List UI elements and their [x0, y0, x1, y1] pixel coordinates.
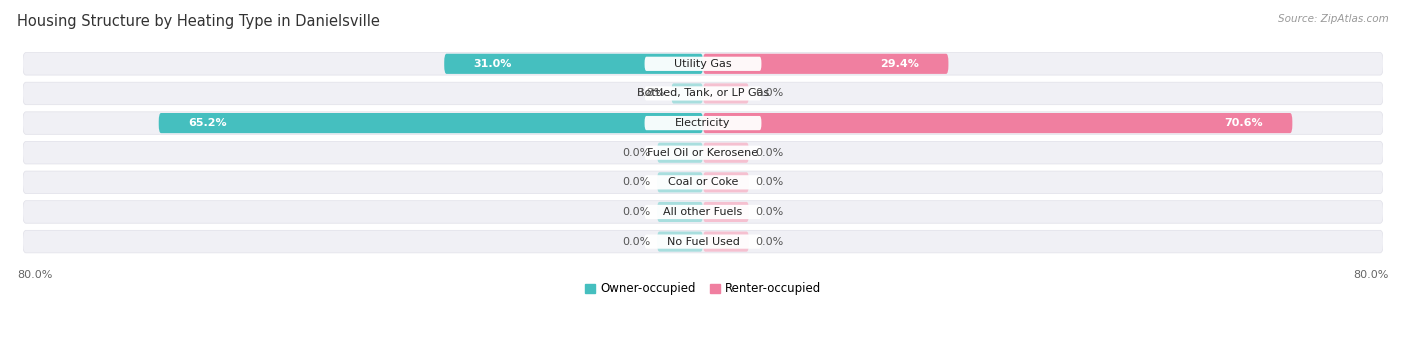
- FancyBboxPatch shape: [22, 141, 1384, 164]
- Text: 70.6%: 70.6%: [1225, 118, 1263, 128]
- Text: 0.0%: 0.0%: [623, 207, 651, 217]
- FancyBboxPatch shape: [644, 205, 762, 219]
- Text: 0.0%: 0.0%: [755, 177, 783, 187]
- FancyBboxPatch shape: [703, 202, 749, 222]
- Text: Electricity: Electricity: [675, 118, 731, 128]
- Text: 3.8%: 3.8%: [637, 88, 665, 99]
- FancyBboxPatch shape: [703, 54, 949, 74]
- Text: 29.4%: 29.4%: [880, 59, 920, 69]
- Text: 0.0%: 0.0%: [755, 207, 783, 217]
- Text: 0.0%: 0.0%: [755, 148, 783, 158]
- FancyBboxPatch shape: [644, 235, 762, 249]
- FancyBboxPatch shape: [22, 82, 1384, 105]
- Text: 65.2%: 65.2%: [188, 118, 226, 128]
- FancyBboxPatch shape: [703, 113, 1292, 133]
- Text: Source: ZipAtlas.com: Source: ZipAtlas.com: [1278, 14, 1389, 23]
- FancyBboxPatch shape: [703, 172, 749, 192]
- FancyBboxPatch shape: [657, 143, 703, 163]
- Text: 0.0%: 0.0%: [623, 148, 651, 158]
- Text: 0.0%: 0.0%: [623, 237, 651, 246]
- Text: Coal or Coke: Coal or Coke: [668, 177, 738, 187]
- FancyBboxPatch shape: [644, 146, 762, 160]
- FancyBboxPatch shape: [22, 230, 1384, 253]
- Text: 0.0%: 0.0%: [623, 177, 651, 187]
- FancyBboxPatch shape: [22, 171, 1384, 193]
- FancyBboxPatch shape: [703, 232, 749, 252]
- FancyBboxPatch shape: [657, 202, 703, 222]
- Legend: Owner-occupied, Renter-occupied: Owner-occupied, Renter-occupied: [579, 278, 827, 300]
- FancyBboxPatch shape: [159, 113, 703, 133]
- FancyBboxPatch shape: [657, 172, 703, 192]
- Text: Housing Structure by Heating Type in Danielsville: Housing Structure by Heating Type in Dan…: [17, 14, 380, 29]
- Text: Fuel Oil or Kerosene: Fuel Oil or Kerosene: [647, 148, 759, 158]
- FancyBboxPatch shape: [22, 112, 1384, 134]
- Text: 31.0%: 31.0%: [474, 59, 512, 69]
- Text: 0.0%: 0.0%: [755, 88, 783, 99]
- FancyBboxPatch shape: [644, 175, 762, 189]
- FancyBboxPatch shape: [444, 54, 703, 74]
- Text: No Fuel Used: No Fuel Used: [666, 237, 740, 246]
- Text: All other Fuels: All other Fuels: [664, 207, 742, 217]
- Text: Bottled, Tank, or LP Gas: Bottled, Tank, or LP Gas: [637, 88, 769, 99]
- FancyBboxPatch shape: [671, 83, 703, 103]
- FancyBboxPatch shape: [703, 83, 749, 103]
- FancyBboxPatch shape: [22, 53, 1384, 75]
- Text: Utility Gas: Utility Gas: [675, 59, 731, 69]
- FancyBboxPatch shape: [644, 86, 762, 101]
- FancyBboxPatch shape: [644, 57, 762, 71]
- FancyBboxPatch shape: [703, 143, 749, 163]
- FancyBboxPatch shape: [657, 232, 703, 252]
- FancyBboxPatch shape: [22, 201, 1384, 223]
- Text: 0.0%: 0.0%: [755, 237, 783, 246]
- FancyBboxPatch shape: [644, 116, 762, 130]
